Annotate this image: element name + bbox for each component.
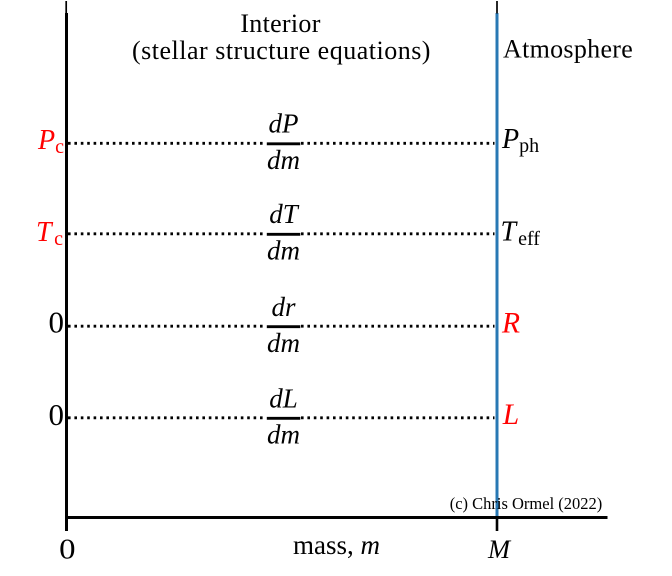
svg-text:0: 0 bbox=[49, 397, 65, 432]
svg-text:0: 0 bbox=[49, 305, 65, 340]
svg-text:dm: dm bbox=[267, 145, 300, 175]
svg-text:M: M bbox=[487, 534, 512, 564]
svg-text:R: R bbox=[501, 308, 520, 340]
svg-text:0: 0 bbox=[59, 532, 75, 565]
svg-text:L: L bbox=[502, 399, 519, 431]
svg-text:dm: dm bbox=[267, 420, 300, 450]
svg-text:Atmosphere: Atmosphere bbox=[503, 34, 633, 63]
svg-text:dr: dr bbox=[271, 292, 296, 322]
svg-text:dL: dL bbox=[269, 384, 298, 414]
svg-text:mass, m: mass, m bbox=[293, 530, 380, 560]
svg-text:Tc: Tc bbox=[36, 217, 63, 250]
svg-text:dm: dm bbox=[267, 328, 300, 358]
svg-text:(c) Chris Ormel (2022): (c) Chris Ormel (2022) bbox=[450, 494, 603, 513]
svg-text:dP: dP bbox=[269, 109, 299, 139]
svg-text:Pph: Pph bbox=[501, 124, 539, 157]
svg-text:(stellar structure equations): (stellar structure equations) bbox=[132, 36, 431, 65]
svg-text:Interior: Interior bbox=[240, 9, 320, 38]
svg-text:dT: dT bbox=[269, 199, 300, 229]
svg-text:Pc: Pc bbox=[37, 125, 64, 158]
svg-text:dm: dm bbox=[267, 236, 300, 266]
